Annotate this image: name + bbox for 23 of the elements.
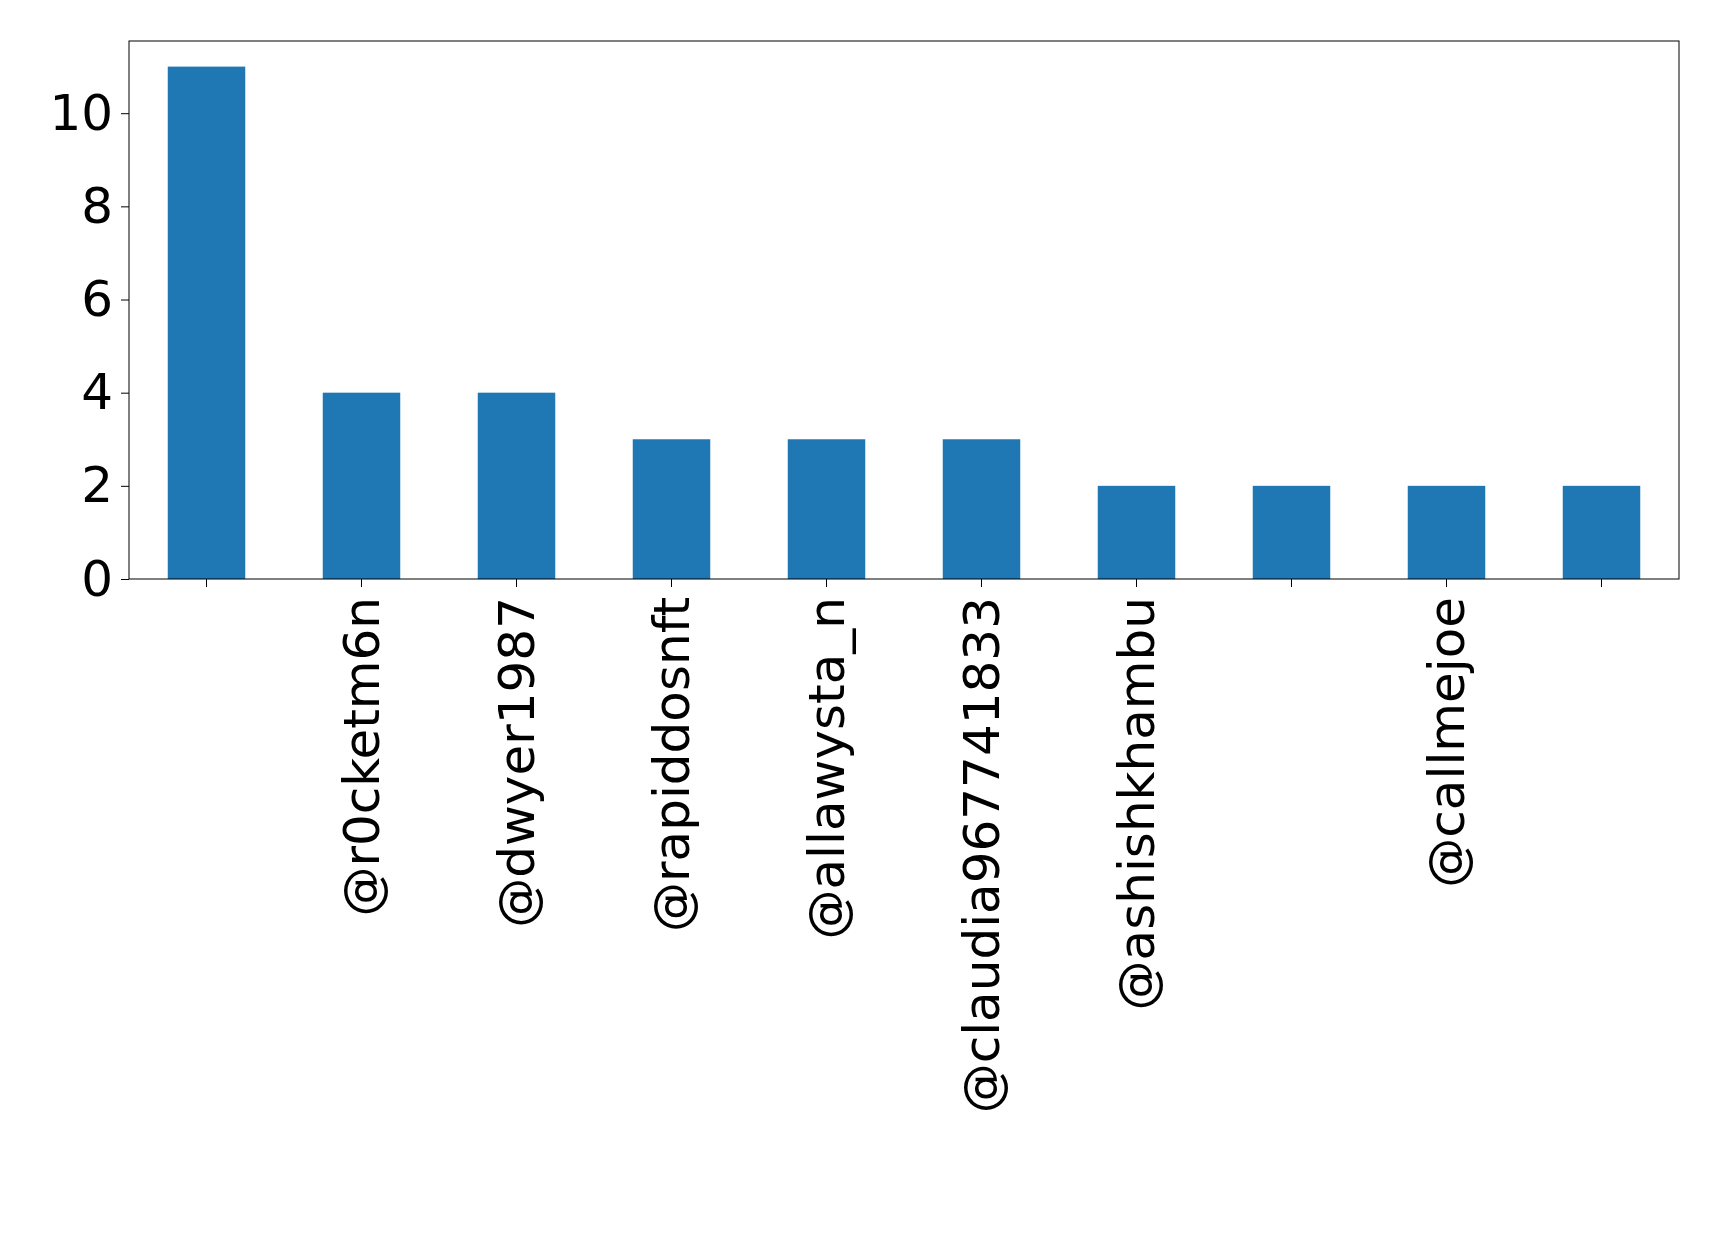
- bar: [787, 439, 866, 579]
- y-tick-label: 2: [81, 456, 113, 515]
- bar: [942, 439, 1021, 579]
- y-tick-label: 0: [81, 549, 113, 608]
- x-tick-label: @dwyer1987: [488, 597, 546, 928]
- x-tick-label: @r0cketm6n: [333, 597, 391, 917]
- bar: [1252, 485, 1331, 579]
- bar: [1562, 485, 1641, 579]
- y-tick-label: 8: [81, 176, 113, 235]
- x-tick-label: @allawysta_n: [798, 597, 856, 940]
- bar: [632, 439, 711, 579]
- y-tick-label: 4: [81, 363, 113, 422]
- y-tick-label: 10: [49, 83, 113, 142]
- bar: [1097, 485, 1176, 579]
- bar: [322, 392, 401, 579]
- x-tick-label: @claudia967741833: [953, 597, 1011, 1114]
- x-tick-label: @callmejoe: [1418, 597, 1476, 888]
- x-tick-label: @ashishkhambu: [1108, 597, 1166, 1011]
- bar: [1407, 485, 1486, 579]
- y-tick-label: 6: [81, 270, 113, 329]
- x-tick-label: @rapiddosnft: [643, 597, 701, 932]
- bar: [167, 66, 246, 579]
- bar: [477, 392, 556, 579]
